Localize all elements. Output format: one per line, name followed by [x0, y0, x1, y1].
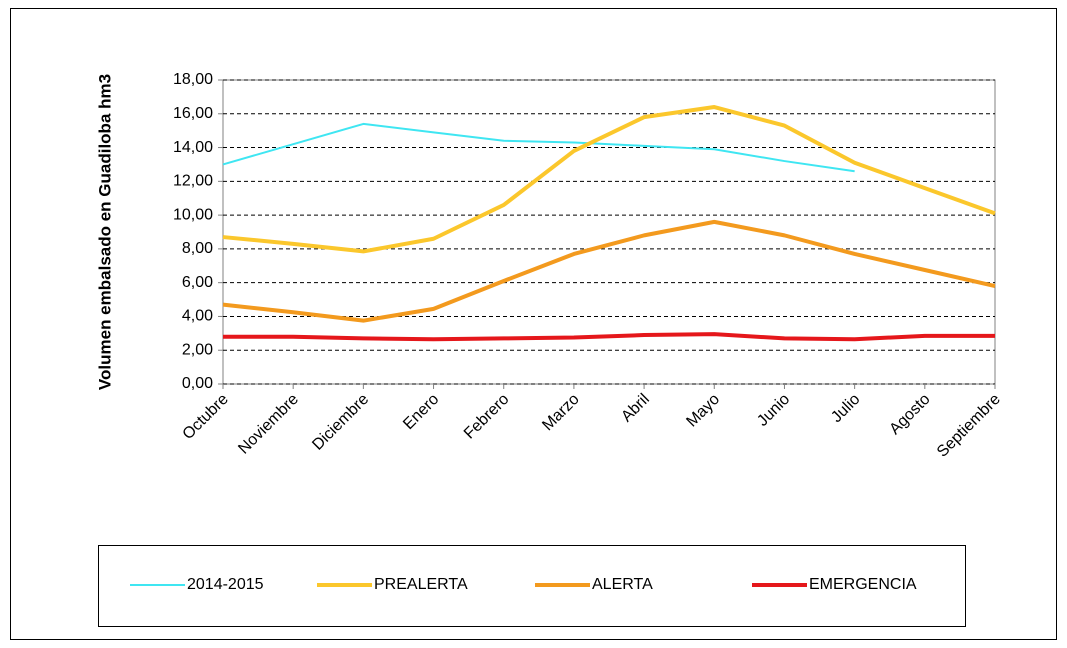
y-tick-label: 16,00	[173, 105, 213, 122]
y-tick-label: 0,00	[182, 375, 213, 392]
series-line	[222, 219, 996, 323]
y-tick-label: 18,00	[173, 71, 213, 88]
legend	[98, 545, 966, 627]
legend-label: 2014-2015	[187, 576, 264, 593]
series-line	[222, 105, 996, 254]
series-line	[222, 122, 855, 173]
y-tick-label: 14,00	[173, 139, 213, 156]
plot-area	[222, 79, 996, 385]
series-line	[223, 332, 995, 342]
legend-label: PREALERTA	[374, 576, 468, 593]
y-tick-label: 12,00	[173, 173, 213, 190]
legend-label: EMERGENCIA	[809, 576, 917, 593]
legend-label: ALERTA	[592, 576, 653, 593]
y-tick-label: 2,00	[182, 341, 213, 358]
y-tick-label: 6,00	[182, 274, 213, 291]
y-tick-label: 10,00	[173, 206, 213, 223]
y-tick-label: 8,00	[182, 240, 213, 257]
y-axis-title: Volumen embalsado en Guadiloba hm3	[95, 74, 114, 390]
y-tick-label: 4,00	[182, 308, 213, 325]
